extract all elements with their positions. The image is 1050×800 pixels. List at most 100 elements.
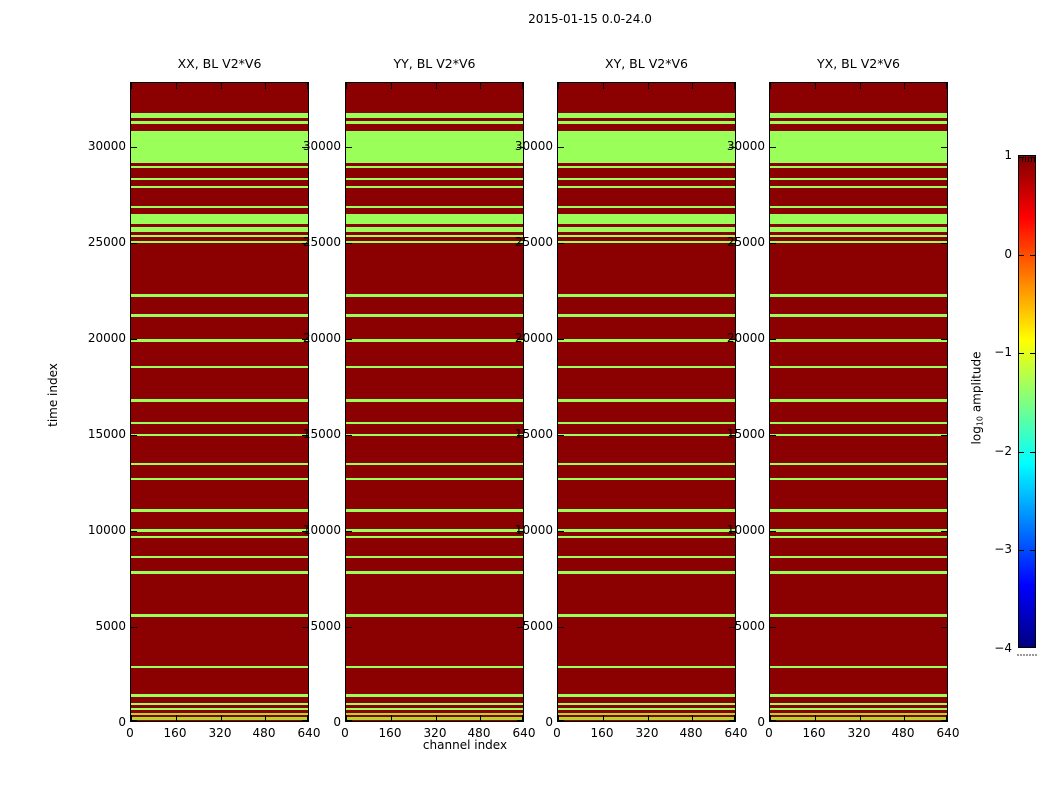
x-tick-mark [131,715,132,721]
colorbar-dot [1032,654,1034,656]
x-tick-mark [734,715,735,721]
low-amplitude-stripe [346,529,523,532]
y-tick-mark [131,147,137,148]
y-tick-mark [941,147,947,148]
low-amplitude-stripe [131,666,308,668]
y-tick-mark [131,627,137,628]
y-tick-mark [131,435,137,436]
y-tick-mark [729,720,735,721]
low-amplitude-stripe [770,509,947,512]
heatmap-panel [557,82,736,722]
y-tick-mark [517,627,523,628]
y-tick-mark [302,435,308,436]
x-tick-mark [480,83,481,89]
y-tick-label: 25000 [726,235,765,249]
y-tick-mark [558,243,564,244]
y-tick-mark [729,243,735,244]
x-tick-mark [391,715,392,721]
low-amplitude-stripe [558,214,735,224]
low-amplitude-stripe [770,721,947,722]
colorbar-tick-mark [1019,550,1024,551]
y-tick-mark [941,243,947,244]
colorbar-tick-mark [1019,647,1024,648]
y-tick-mark [729,627,735,628]
y-tick-label: 0 [118,715,126,729]
colorbar-dot [1026,654,1028,656]
low-amplitude-stripe [770,614,947,617]
panel-title: XX, BL V2*V6 [177,56,262,71]
low-amplitude-stripe [770,186,947,188]
low-amplitude-stripe [346,178,523,180]
low-amplitude-stripe [558,666,735,668]
low-amplitude-stripe [346,366,523,368]
y-tick-mark [941,627,947,628]
low-amplitude-stripe [346,666,523,668]
low-amplitude-stripe [346,339,523,342]
x-tick-label: 640 [936,726,960,740]
low-amplitude-stripe [770,294,947,297]
y-tick-mark [131,531,137,532]
colorbar-minor-tick [1031,157,1032,162]
colorbar [1018,155,1036,648]
colorbar-tick-label: −3 [994,542,1012,556]
low-amplitude-stripe [770,571,947,574]
low-amplitude-stripe [558,614,735,617]
y-tick-label: 20000 [87,331,126,345]
low-amplitude-stripe [131,721,308,722]
low-amplitude-stripe [131,399,308,402]
low-amplitude-stripe [131,214,308,224]
y-tick-mark [558,147,564,148]
low-amplitude-stripe [558,556,735,558]
low-amplitude-stripe [558,721,735,722]
x-tick-mark [558,83,559,89]
low-amplitude-stripe [770,434,947,436]
y-tick-mark [302,243,308,244]
colorbar-label-pre: log [969,426,984,445]
colorbar-tick-mark [1019,353,1024,354]
low-amplitude-stripe [346,694,523,697]
low-amplitude-stripe [558,713,735,715]
low-amplitude-stripe [346,717,523,720]
low-amplitude-stripe [558,717,735,720]
low-amplitude-stripe [346,131,523,163]
low-amplitude-stripe [346,121,523,124]
x-tick-mark [131,83,132,89]
y-tick-label: 30000 [726,139,765,153]
colorbar-tick-mark [1030,353,1035,354]
low-amplitude-stripe [770,703,947,705]
low-amplitude-stripe [131,131,308,163]
low-amplitude-stripe [346,509,523,512]
x-tick-label: 0 [765,726,773,740]
colorbar-tick-mark [1019,255,1024,256]
colorbar-tick-mark [1030,255,1035,256]
low-amplitude-stripe [131,478,308,480]
y-tick-mark [558,720,564,721]
low-amplitude-stripe [770,366,947,368]
panel-title: YX, BL V2*V6 [817,56,900,71]
low-amplitude-stripe [558,434,735,436]
low-amplitude-stripe [770,314,947,317]
low-amplitude-stripe [131,422,308,424]
x-tick-mark [436,715,437,721]
y-tick-mark [302,720,308,721]
y-tick-mark [770,339,776,340]
low-amplitude-stripe [770,717,947,720]
y-axis-label: time index [46,363,60,427]
x-tick-mark [734,83,735,89]
x-tick-label: 0 [341,726,349,740]
low-amplitude-stripe [770,235,947,237]
x-tick-mark [692,83,693,89]
y-tick-label: 15000 [514,427,553,441]
x-tick-mark [346,83,347,89]
low-amplitude-stripe [770,536,947,538]
low-amplitude-stripe [346,556,523,558]
heatmap-panel [769,82,948,722]
low-amplitude-stripe [346,478,523,480]
x-tick-mark [522,83,523,89]
y-tick-label: 0 [757,715,765,729]
x-tick-label: 160 [590,726,614,740]
x-tick-mark [860,83,861,89]
y-tick-mark [302,531,308,532]
low-amplitude-stripe [558,366,735,368]
